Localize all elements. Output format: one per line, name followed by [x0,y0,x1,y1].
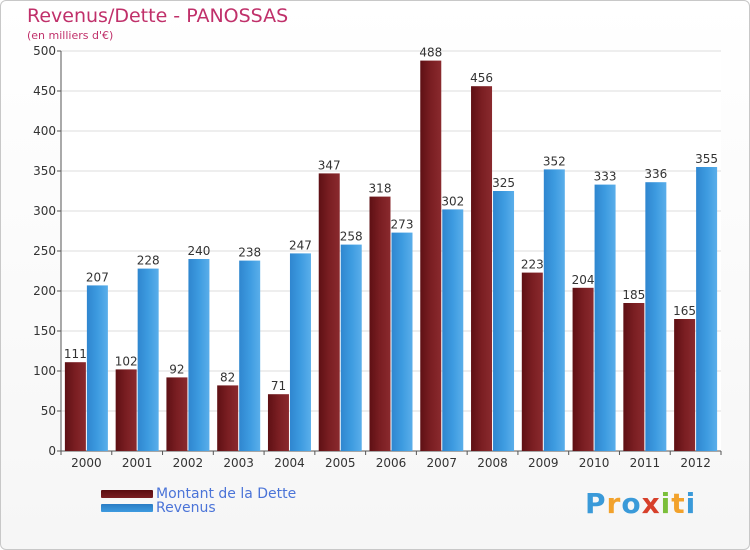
x-tick-label: 2003 [223,456,254,470]
x-tick-label: 2005 [325,456,356,470]
data-label-dette: 318 [369,182,392,196]
logo-letter: i [660,487,672,520]
data-label-revenus: 302 [441,194,464,208]
legend-swatch-dette [101,490,153,498]
x-tick-label: 2000 [71,456,102,470]
data-label-dette: 82 [220,370,235,384]
bar-dette [369,196,391,451]
bar-dette [217,385,239,451]
data-label-revenus: 325 [492,176,515,190]
data-label-dette: 204 [572,273,595,287]
bar-revenus [86,285,108,451]
y-tick-label: 200 [33,284,56,298]
bar-revenus [645,182,667,451]
data-label-dette: 111 [64,347,87,361]
x-tick-label: 2011 [630,456,661,470]
y-tick-label: 400 [33,124,56,138]
bar-dette [521,272,543,451]
bar-revenus [442,209,464,451]
y-tick-label: 50 [41,404,56,418]
data-label-revenus: 336 [644,167,667,181]
bar-dette [267,394,289,451]
y-tick-label: 0 [48,444,56,458]
bar-revenus [289,253,311,451]
data-label-dette: 223 [521,258,544,272]
legend-item-revenus: Revenus [101,500,401,516]
data-label-revenus: 273 [391,218,414,232]
legend-label-revenus: Revenus [156,500,216,516]
x-tick-label: 2006 [376,456,407,470]
data-label-revenus: 247 [289,238,312,252]
logo-letter: x [641,487,661,520]
bar-dette [115,369,137,451]
legend-label-dette: Montant de la Dette [156,486,297,502]
legend-item-dette: Montant de la Dette [101,486,401,502]
chart-title: Revenus/Dette - PANOSSAS [27,5,289,27]
data-label-revenus: 258 [340,230,363,244]
bar-revenus [137,268,159,451]
logo-letter: t [671,487,686,520]
bar-dette [623,303,645,451]
data-label-dette: 165 [673,304,696,318]
bar-dette [420,60,442,451]
bar-dette [674,319,696,451]
y-tick-label: 100 [33,364,56,378]
x-tick-label: 2002 [173,456,204,470]
y-tick-label: 350 [33,164,56,178]
data-label-dette: 185 [622,288,645,302]
data-label-revenus: 333 [594,170,617,184]
bar-revenus [391,232,413,451]
logo-letter: i [685,487,697,520]
data-label-revenus: 207 [86,270,109,284]
y-tick-label: 450 [33,84,56,98]
data-label-dette: 102 [115,354,138,368]
x-tick-label: 2007 [426,456,457,470]
y-tick-label: 250 [33,244,56,258]
y-tick-label: 150 [33,324,56,338]
bar-revenus [188,259,210,451]
y-tick-label: 300 [33,204,56,218]
data-label-revenus: 238 [238,246,261,260]
data-label-dette: 347 [318,158,341,172]
x-tick-label: 2001 [122,456,153,470]
data-label-revenus: 355 [695,152,718,166]
bar-revenus [594,184,616,451]
bar-revenus [239,260,261,451]
x-tick-label: 2012 [680,456,711,470]
bar-dette [471,86,493,451]
x-tick-label: 2010 [579,456,610,470]
logo-letter: r [606,487,622,520]
logo-letter: o [621,487,642,520]
bar-revenus [493,191,515,451]
bar-dette [64,362,86,451]
bar-dette [572,287,594,451]
bar-revenus [543,169,565,451]
x-tick-label: 2004 [274,456,305,470]
logo-letter: P [585,487,607,520]
data-label-dette: 488 [419,46,442,60]
data-label-dette: 71 [271,379,286,393]
data-label-revenus: 228 [137,254,160,268]
bar-revenus [340,244,362,451]
proxiti-logo: Proxiti [585,487,696,520]
data-label-revenus: 352 [543,154,566,168]
data-label-dette: 92 [169,362,184,376]
bar-dette [318,173,340,451]
legend-swatch-revenus [101,504,153,512]
data-label-dette: 456 [470,71,493,85]
bar-revenus [696,167,718,451]
data-label-revenus: 240 [187,244,210,258]
y-tick-label: 500 [33,44,56,58]
x-tick-label: 2009 [528,456,559,470]
bar-dette [166,377,188,451]
x-tick-label: 2008 [477,456,508,470]
chart-subtitle: (en milliers d'€) [27,29,114,42]
